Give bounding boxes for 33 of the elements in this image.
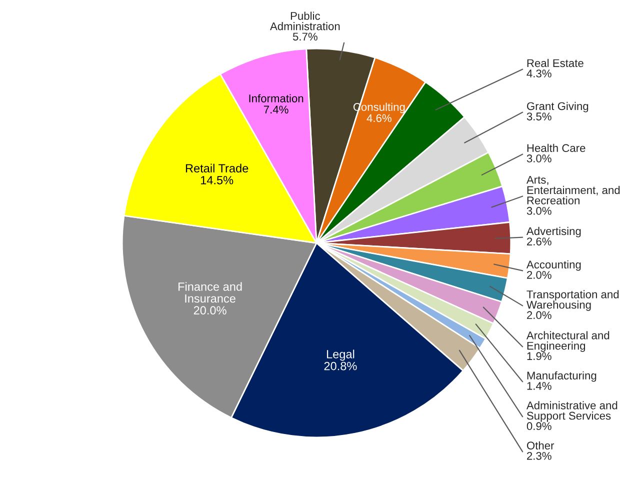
data-label: 3.5% (526, 112, 552, 120)
data-label: 2.0% (527, 270, 552, 279)
data-label: 14.5% (200, 176, 234, 184)
data-label: 20.8% (324, 362, 357, 370)
slice-label: Other (526, 441, 554, 450)
slice-label: Retail Trade (186, 164, 248, 172)
data-label: 2.0% (527, 311, 552, 320)
data-label: 4.3% (526, 70, 552, 78)
data-label: 0.9% (526, 422, 552, 430)
slice-label: Legal (326, 350, 354, 361)
slice-label: Grant Giving (527, 102, 588, 112)
data-label: 3.0% (526, 154, 552, 162)
slice-label: Health Care (527, 144, 586, 152)
data-label: 3.0% (526, 206, 552, 215)
slice-label: Advertising (526, 226, 581, 238)
data-label: 2.3% (527, 452, 552, 460)
slice-label: Transportation and Warehousing (526, 290, 619, 311)
data-label: 20.0% (194, 306, 226, 315)
data-label: 7.4% (264, 106, 288, 114)
slice-label: Public Administration (270, 12, 340, 30)
slice-label: Architectural and Engineering (526, 331, 610, 352)
data-label: 4.6% (366, 114, 392, 122)
slice-label: Finance and Insurance (178, 282, 242, 303)
slice-label: Accounting (526, 260, 581, 271)
data-label: 5.7% (292, 32, 318, 41)
data-label: 1.9% (527, 352, 552, 360)
data-label: 2.6% (527, 238, 552, 246)
slice-label: Arts, Entertainment, and Recreation (526, 176, 620, 204)
slice-label: Real Estate (527, 58, 584, 68)
slice-label: Information (249, 94, 304, 102)
slice-label: Administrative and Support Services (526, 401, 618, 422)
data-label: 1.4% (527, 382, 552, 390)
slice-label: Manufacturing (527, 371, 596, 382)
